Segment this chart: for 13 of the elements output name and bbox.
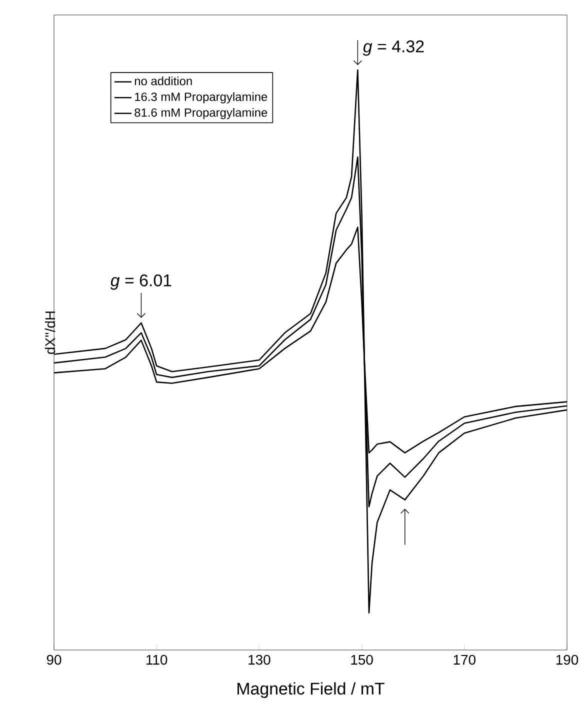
- x-tick-label: 170: [454, 654, 476, 665]
- x-tick-label: 110: [146, 654, 168, 665]
- y-axis-title: dX''/dH: [44, 312, 56, 354]
- legend-label: 16.3 mM Propargylamine: [135, 92, 268, 104]
- annotation: g = 4.32: [362, 40, 424, 56]
- legend-label: 81.6 mM Propargylamine: [134, 108, 268, 120]
- x-axis-title: Magnetic Field / mT: [238, 682, 384, 698]
- legend-label: no addition: [134, 76, 192, 86]
- x-tick-label: 90: [46, 654, 62, 665]
- annotation: g = 6.01: [110, 274, 172, 290]
- x-tick-label: 190: [556, 654, 578, 665]
- x-tick-label: 130: [248, 654, 270, 665]
- x-tick-label: 150: [351, 654, 373, 665]
